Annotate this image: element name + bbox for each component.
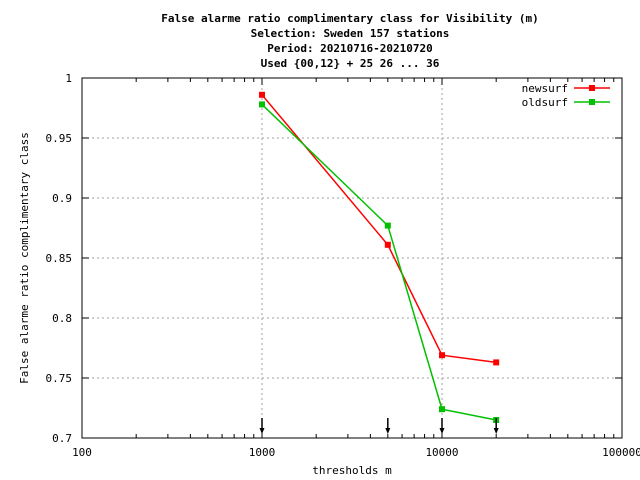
threshold-arrow-head (385, 428, 391, 434)
series-line-newsurf (261, 94, 497, 364)
data-point-oldsurf (384, 222, 391, 229)
threshold-arrow-head (493, 428, 499, 434)
data-point-oldsurf (439, 406, 445, 413)
plot-frame (81, 77, 623, 439)
chart-title: False alarme ratio complimentary class f… (161, 12, 539, 70)
y-axis-label: False alarme ratio complimentary class (18, 132, 31, 384)
y-tick-label: 0.95 (46, 132, 73, 145)
legend-label-newsurf: newsurf (522, 82, 568, 95)
threshold-arrow-head (259, 428, 265, 434)
title-line-3: Used {00,12} + 25 26 ... 36 (261, 57, 440, 70)
y-tick-label: 0.75 (46, 372, 73, 385)
x-tick-label: 1000 (249, 446, 276, 459)
data-point-newsurf (259, 91, 265, 98)
title-line-0: False alarme ratio complimentary class f… (161, 12, 539, 25)
threshold-arrow-head (439, 428, 445, 434)
y-tick-label: 0.7 (52, 432, 72, 445)
legend-marker-oldsurf (589, 99, 595, 105)
y-tick-label: 0.8 (52, 312, 72, 325)
x-axis-label: thresholds m (312, 464, 392, 477)
threshold-arrows (259, 418, 499, 434)
series (259, 91, 500, 423)
x-tick-label: 100000 (602, 446, 640, 459)
title-line-1: Selection: Sweden 157 stations (251, 27, 450, 40)
data-point-newsurf (439, 352, 445, 359)
data-point-newsurf (493, 359, 500, 366)
data-point-oldsurf (259, 101, 265, 108)
data-point-newsurf (384, 241, 391, 248)
legend-label-oldsurf: oldsurf (522, 96, 568, 109)
x-tick-label: 100 (72, 446, 92, 459)
y-tick-label: 1 (65, 72, 72, 85)
title-line-2: Period: 20210716-20210720 (267, 42, 433, 55)
y-tick-label: 0.9 (52, 192, 72, 205)
series-line-oldsurf (261, 103, 497, 421)
legend-marker-newsurf (589, 85, 595, 91)
tick-labels: 0.7 0.75 0.8 0.85 0.9 0.95 1 100 1000 10000 100000 (46, 72, 640, 459)
y-tick-label: 0.85 (46, 252, 73, 265)
grid (82, 78, 622, 438)
x-tick-label: 10000 (425, 446, 458, 459)
